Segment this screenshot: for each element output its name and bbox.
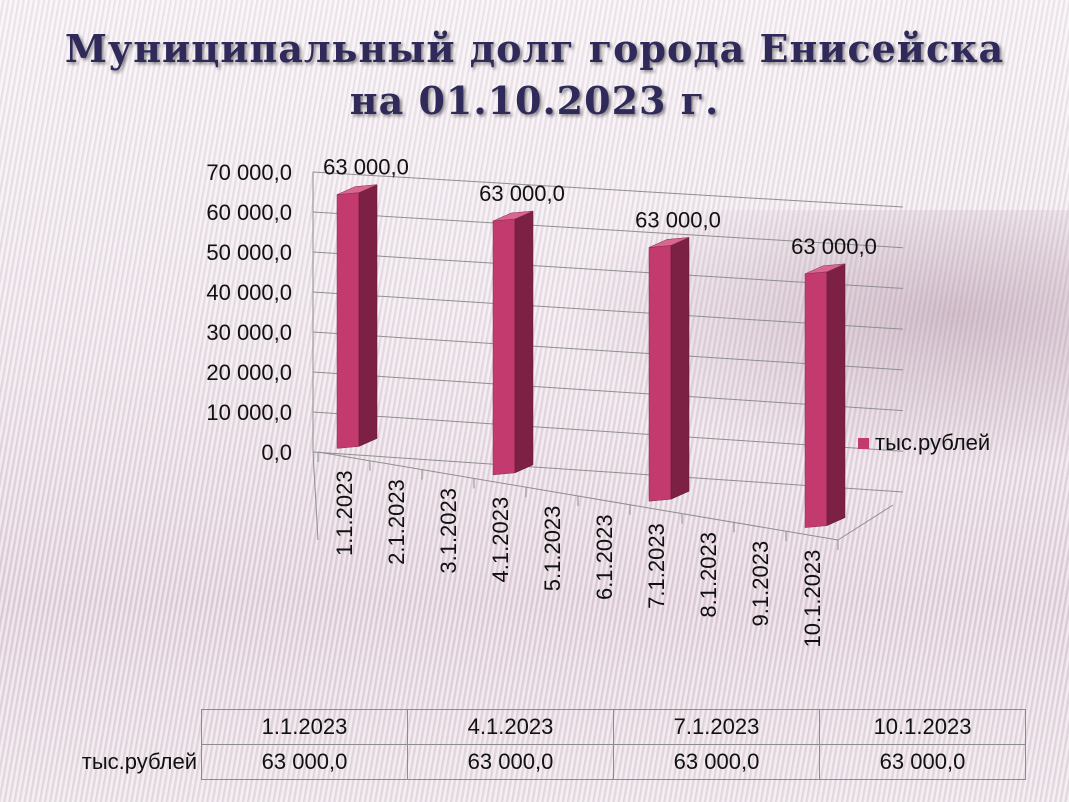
bar-front (648, 245, 672, 502)
y-tick-label: 50 000,0 (206, 240, 292, 265)
y-tick-label: 40 000,0 (206, 280, 292, 305)
bar-side (358, 184, 378, 447)
data-table-header-cell: 1.1.2023 (201, 709, 408, 745)
x-tick-label: 10.1.2023 (800, 550, 825, 648)
bar-side (514, 210, 534, 474)
data-table-cell: 63 000,0 (201, 744, 408, 780)
bar-top (804, 263, 846, 275)
bar-side (826, 263, 846, 527)
legend: тыс.рублей (858, 430, 990, 456)
data-table-header-row: 1.1.2023 4.1.2023 7.1.2023 10.1.2023 (45, 709, 1026, 745)
y-tick-label: 10 000,0 (206, 400, 292, 425)
data-table-row: тыс.рублей 63 000,0 63 000,0 63 000,0 63… (45, 744, 1026, 780)
data-label: 63 000,0 (791, 234, 877, 259)
bar-front (804, 271, 828, 528)
bar-side (670, 237, 690, 500)
x-tick-label: 5.1.2023 (540, 506, 565, 592)
x-tick-label: 7.1.2023 (644, 523, 669, 609)
bar-front (336, 192, 360, 449)
chart-plot: 0,0 10 000,0 20 000,0 30 000,0 40 000,0 50 00… (206, 155, 904, 648)
data-table-header-cell: 7.1.2023 (613, 709, 820, 745)
floor-edge (837, 504, 894, 541)
y-tick-label: 70 000,0 (206, 160, 292, 185)
legend-label: тыс.рублей (875, 430, 991, 455)
x-tick-label: 3.1.2023 (436, 488, 461, 574)
bar-top (492, 210, 534, 222)
y-tick-label: 20 000,0 (206, 360, 292, 385)
bar-top (648, 237, 690, 248)
data-table-header-cell: 4.1.2023 (407, 709, 614, 745)
y-tick-label: 60 000,0 (206, 200, 292, 225)
y-tick-label: 30 000,0 (206, 320, 292, 345)
chart-subtitle: на 01.10.2023 г. (349, 78, 720, 123)
grid-line (312, 451, 904, 493)
bar-front (492, 218, 516, 476)
data-table: 1.1.2023 4.1.2023 7.1.2023 10.1.2023 тыс… (45, 709, 1026, 780)
data-label: 63 000,0 (635, 207, 721, 232)
floor-edge (312, 451, 319, 541)
x-tick-label: 8.1.2023 (696, 532, 721, 618)
x-tick-label: 4.1.2023 (488, 497, 513, 583)
y-tick-label: 0,0 (261, 440, 292, 465)
data-table-row-label: тыс.рублей (45, 744, 202, 780)
grid-line (312, 171, 904, 208)
x-tick-label: 1.1.2023 (332, 470, 357, 556)
bar-top (336, 184, 378, 195)
data-label: 63 000,0 (323, 155, 409, 180)
x-tick-label: 2.1.2023 (384, 479, 409, 565)
grid-line (312, 291, 904, 330)
x-tick-label: 6.1.2023 (592, 514, 617, 600)
grid-line (312, 411, 904, 452)
data-table-cell: 63 000,0 (407, 744, 614, 780)
legend-swatch (858, 437, 869, 449)
data-table-header-cell: 10.1.2023 (819, 709, 1026, 745)
grid-line (312, 211, 904, 249)
chart-title: Муниципальный долг города Енисейска (64, 26, 1005, 71)
data-label: 63 000,0 (479, 181, 565, 206)
grid-line (312, 371, 904, 412)
data-table-corner (45, 709, 202, 745)
grid-line (312, 251, 904, 289)
x-tick-label: 9.1.2023 (748, 541, 773, 627)
data-table-cell: 63 000,0 (613, 744, 820, 780)
grid-line (312, 331, 904, 371)
data-table-cell: 63 000,0 (819, 744, 1026, 780)
